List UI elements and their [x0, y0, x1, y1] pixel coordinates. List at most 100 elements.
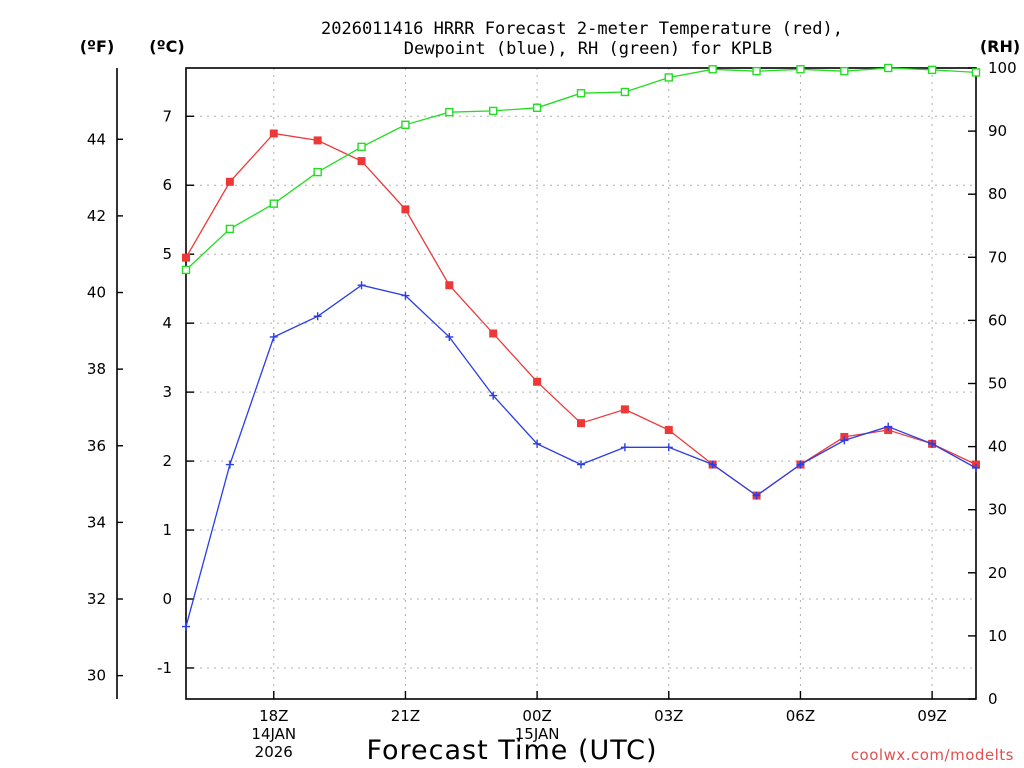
- dewpoint-point: [972, 463, 980, 472]
- celsius-tick-label: -1: [157, 659, 172, 677]
- temperature-point: [533, 377, 542, 386]
- x-tick-label: 18Z: [259, 707, 288, 725]
- chart-title-line2: Dewpoint (blue), RH (green) for KPLB: [404, 39, 772, 59]
- dewpoint-point: [796, 460, 805, 469]
- rh-point: [708, 65, 717, 74]
- rh-point: [576, 89, 586, 98]
- rh-point: [357, 142, 366, 152]
- rh-tick-label: 20: [988, 564, 1007, 582]
- rh-tick-label: 60: [988, 311, 1007, 329]
- rh-point: [313, 167, 322, 177]
- dewpoint-point: [577, 460, 585, 469]
- dewpoint-point: [752, 491, 761, 500]
- dewpoint-point: [884, 422, 893, 431]
- dewpoint-point: [445, 332, 454, 341]
- celsius-tick-label: 1: [162, 521, 172, 539]
- rh-point: [884, 63, 893, 73]
- rh-tick-label: 100: [988, 59, 1017, 77]
- rh-point: [225, 224, 235, 234]
- celsius-tick-label: 0: [162, 590, 172, 608]
- x-tick-label: 2026: [255, 743, 293, 761]
- rh-unit-label: (RH): [980, 37, 1020, 56]
- x-tick-label: 14JAN: [251, 725, 296, 743]
- temperature-point: [357, 157, 366, 166]
- dewpoint-point: [401, 291, 410, 300]
- x-tick-label: 15JAN: [515, 725, 560, 743]
- dewpoint-point: [533, 439, 542, 448]
- temperature-point: [313, 136, 322, 145]
- source-credit: coolwx.com/modelts: [851, 746, 1014, 764]
- x-tick-label: 03Z: [654, 707, 683, 725]
- plot-frame: [185, 67, 977, 700]
- temperature-point: [225, 177, 234, 186]
- dewpoint-point: [620, 443, 629, 452]
- x-tick-label: 21Z: [391, 707, 420, 725]
- rh-point: [752, 66, 761, 76]
- dewpoint-point: [664, 443, 673, 452]
- rh-tick-label: 80: [988, 185, 1007, 203]
- dewpoint-line: [185, 284, 977, 627]
- rh-tick-label: 10: [988, 627, 1007, 645]
- temperature-point: [401, 205, 410, 214]
- temperature-point: [269, 129, 278, 138]
- rh-point: [181, 265, 191, 275]
- fahrenheit-tick-label: 42: [87, 207, 106, 225]
- rh-point: [489, 106, 498, 116]
- chart-title-line1: 2026011416 HRRR Forecast 2-meter Tempera…: [321, 19, 843, 39]
- temperature-line: [185, 132, 977, 497]
- fahrenheit-tick-label: 36: [87, 437, 106, 455]
- rh-point: [269, 199, 278, 208]
- rh-tick-label: 30: [988, 501, 1007, 519]
- fahrenheit-tick-label: 38: [87, 360, 106, 378]
- rh-tick-label: 0: [988, 690, 998, 708]
- dewpoint-point: [182, 622, 190, 631]
- celsius-tick-label: 2: [162, 452, 172, 470]
- fahrenheit-tick-label: 30: [87, 667, 106, 685]
- rh-point: [927, 65, 937, 75]
- rh-point: [796, 65, 805, 74]
- x-tick-label: 06Z: [786, 707, 815, 725]
- rh-tick-label: 70: [988, 248, 1007, 266]
- dewpoint-point: [840, 436, 849, 445]
- celsius-tick-label: 6: [162, 176, 172, 194]
- series-group: [181, 63, 981, 631]
- dewpoint-point: [269, 332, 278, 341]
- rh-point: [664, 73, 673, 82]
- rh-line: [185, 67, 977, 271]
- dewpoint-point: [708, 460, 717, 469]
- celsius-unit-label: (ºC): [149, 37, 184, 56]
- rh-tick-label: 50: [988, 375, 1007, 393]
- temperature-point: [445, 281, 454, 290]
- celsius-tick-label: 3: [162, 383, 172, 401]
- x-tick-label: 09Z: [917, 707, 946, 725]
- rh-point: [620, 87, 630, 97]
- rh-tick-label: 40: [988, 438, 1007, 456]
- rh-point: [445, 107, 454, 117]
- dewpoint-point: [357, 281, 366, 290]
- dewpoint-point: [489, 391, 498, 400]
- temperature-point: [489, 329, 498, 338]
- celsius-axis: -1 0 1 2 3 4 5 6 7: [157, 107, 194, 677]
- temperature-point: [577, 419, 585, 428]
- temperature-point: [620, 405, 629, 414]
- fahrenheit-axis: 30 32 34 36 38 40 42 44: [87, 130, 123, 685]
- dewpoint-point: [225, 460, 234, 469]
- celsius-tick-label: 7: [162, 107, 172, 125]
- rh-axis: 0 10 20 30 40 50 60 70 80 90 100: [968, 59, 1017, 708]
- celsius-tick-label: 4: [162, 314, 172, 332]
- fahrenheit-tick-label: 32: [87, 590, 106, 608]
- fahrenheit-tick-label: 40: [87, 284, 106, 302]
- rh-point: [401, 120, 410, 129]
- rh-point: [840, 66, 849, 76]
- fahrenheit-tick-label: 44: [87, 130, 106, 148]
- dewpoint-point: [928, 439, 937, 448]
- fahrenheit-unit-label: (ºF): [80, 37, 115, 56]
- fahrenheit-tick-label: 34: [87, 513, 106, 531]
- temperature-point: [664, 426, 673, 435]
- rh-point: [532, 103, 542, 112]
- rh-point: [971, 68, 981, 77]
- dewpoint-point: [313, 312, 322, 321]
- temperature-point: [182, 253, 190, 262]
